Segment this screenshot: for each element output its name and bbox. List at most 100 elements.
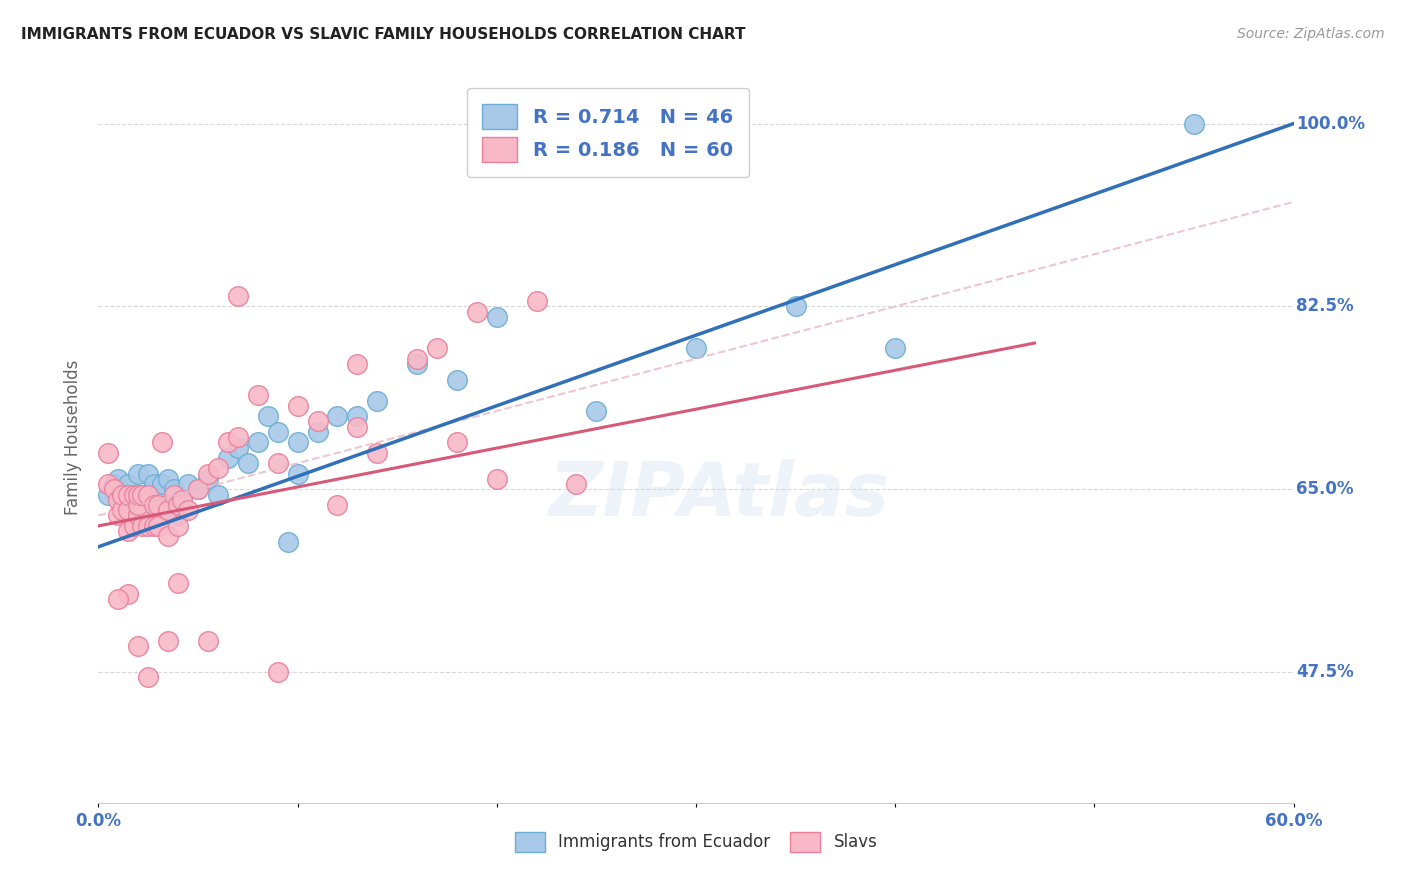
Point [150, 435, 173, 450]
Point [124, 519, 146, 533]
Point [107, 592, 129, 607]
Point [267, 425, 290, 439]
Point [111, 503, 134, 517]
Point [157, 633, 180, 648]
Text: 65.0%: 65.0% [1296, 480, 1354, 499]
Point [172, 492, 194, 507]
Point [136, 519, 159, 533]
Point [207, 487, 229, 501]
Text: ZIPAtlas: ZIPAtlas [550, 459, 890, 533]
Point [226, 289, 249, 303]
Point [226, 430, 249, 444]
Point [117, 587, 139, 601]
Point [287, 435, 309, 450]
Point [785, 300, 807, 314]
Point [167, 498, 190, 512]
Point [167, 519, 190, 533]
Text: Source: ZipAtlas.com: Source: ZipAtlas.com [1237, 27, 1385, 41]
Point [131, 487, 153, 501]
Point [136, 467, 159, 481]
Point [246, 388, 269, 402]
Point [406, 351, 429, 366]
Point [107, 492, 129, 507]
Point [97, 477, 120, 491]
Point [124, 492, 146, 507]
Point [157, 529, 180, 543]
Point [246, 435, 269, 450]
Point [197, 472, 219, 486]
Point [346, 357, 368, 371]
Point [148, 508, 170, 523]
Y-axis label: Family Households: Family Households [65, 359, 83, 515]
Point [197, 467, 219, 481]
Point [207, 461, 229, 475]
Point [197, 633, 219, 648]
Point [446, 435, 468, 450]
Point [526, 294, 548, 309]
Point [127, 498, 149, 512]
Point [107, 508, 129, 523]
Text: 82.5%: 82.5% [1296, 297, 1354, 316]
Point [226, 441, 249, 455]
Point [111, 492, 134, 507]
Point [148, 487, 170, 501]
Point [131, 519, 153, 533]
Point [127, 487, 149, 501]
Point [485, 310, 508, 324]
Point [127, 639, 149, 653]
Point [685, 341, 707, 355]
Point [884, 341, 907, 355]
Point [117, 508, 139, 523]
Point [326, 409, 349, 424]
Point [97, 487, 120, 501]
Point [177, 503, 200, 517]
Point [267, 665, 290, 680]
Point [187, 483, 209, 497]
Point [127, 508, 149, 523]
Point [107, 472, 129, 486]
Point [287, 399, 309, 413]
Point [117, 487, 139, 501]
Point [256, 409, 278, 424]
Point [485, 472, 508, 486]
Point [346, 409, 368, 424]
Point [446, 373, 468, 387]
Point [366, 446, 388, 460]
Point [307, 414, 329, 428]
Point [117, 524, 139, 538]
Point [157, 472, 180, 486]
Point [148, 519, 170, 533]
Point [136, 492, 159, 507]
Point [163, 483, 186, 497]
Point [150, 477, 173, 491]
Point [326, 498, 349, 512]
Point [124, 487, 146, 501]
Point [157, 498, 180, 512]
Point [136, 670, 159, 684]
Point [111, 487, 134, 501]
Text: IMMIGRANTS FROM ECUADOR VS SLAVIC FAMILY HOUSEHOLDS CORRELATION CHART: IMMIGRANTS FROM ECUADOR VS SLAVIC FAMILY… [21, 27, 745, 42]
Point [236, 456, 259, 470]
Point [366, 393, 388, 408]
Point [148, 498, 170, 512]
Point [217, 450, 239, 465]
Point [103, 483, 125, 497]
Point [117, 477, 139, 491]
Point [217, 435, 239, 450]
Point [97, 446, 120, 460]
Point [127, 514, 149, 528]
Point [163, 487, 186, 501]
Point [1182, 117, 1205, 131]
Text: 47.5%: 47.5% [1296, 663, 1354, 681]
Point [277, 534, 299, 549]
Point [177, 477, 200, 491]
Point [346, 419, 368, 434]
Point [131, 487, 153, 501]
Point [307, 425, 329, 439]
Point [103, 477, 125, 491]
Point [267, 456, 290, 470]
Point [143, 519, 166, 533]
Point [143, 477, 166, 491]
Legend: Immigrants from Ecuador, Slavs: Immigrants from Ecuador, Slavs [506, 823, 886, 860]
Point [172, 492, 194, 507]
